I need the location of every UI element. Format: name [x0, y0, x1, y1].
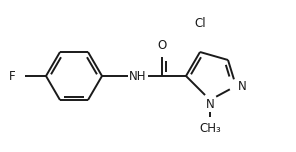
Text: N: N — [206, 98, 214, 111]
Text: Cl: Cl — [194, 17, 206, 30]
Text: N: N — [238, 79, 247, 93]
Text: CH₃: CH₃ — [199, 122, 221, 135]
Text: O: O — [157, 39, 167, 52]
Text: NH: NH — [129, 69, 147, 83]
Text: F: F — [9, 69, 16, 83]
